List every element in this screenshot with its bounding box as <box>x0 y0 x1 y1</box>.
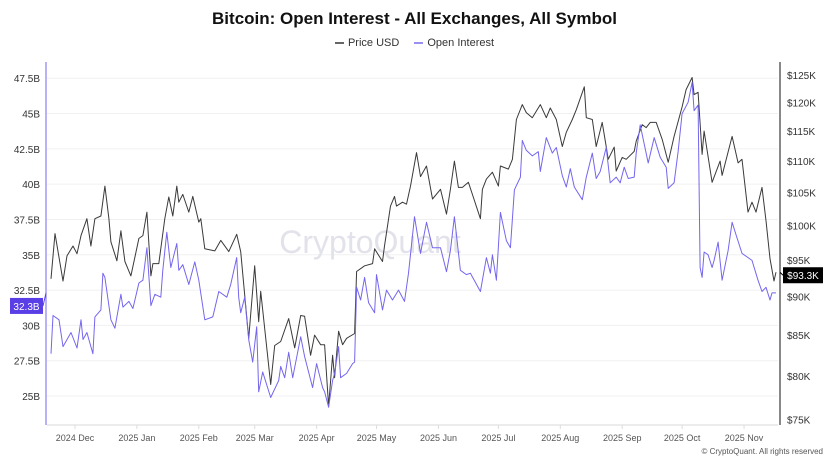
legend-item-open-interest[interactable]: Open Interest <box>414 37 494 49</box>
legend: Price USD Open Interest <box>0 37 829 49</box>
price-last-value-badge <box>783 267 823 284</box>
open-interest-last-value-label: 32.3B <box>13 302 39 313</box>
left-tick-label: 35B <box>22 251 40 262</box>
right-tick-label: $90K <box>787 293 811 304</box>
x-tick-label: 2025 Aug <box>541 433 579 443</box>
legend-label-price: Price USD <box>347 37 400 49</box>
right-tick-label: $105K <box>787 189 816 200</box>
x-tick-label: 2025 Jun <box>420 433 457 443</box>
x-tick-label: 2025 May <box>357 433 397 443</box>
right-tick-label: $75K <box>787 416 811 427</box>
legend-swatch-price <box>334 42 344 45</box>
right-tick-label: $80K <box>787 372 811 383</box>
x-tick-label: 2025 Nov <box>725 433 764 443</box>
left-tick-label: 47.5B <box>14 74 40 85</box>
x-tick-label: 2025 Apr <box>299 433 335 443</box>
x-tick-label: 2025 Mar <box>236 433 274 443</box>
right-tick-label: $120K <box>787 98 816 109</box>
legend-item-price[interactable]: Price USD <box>334 37 400 49</box>
x-tick-label: 2025 Oct <box>664 433 701 443</box>
open-interest-badge-pointer <box>42 292 47 307</box>
left-tick-label: 37.5B <box>14 215 40 226</box>
legend-label-open-interest: Open Interest <box>427 37 495 49</box>
left-tick-label: 40B <box>22 180 40 191</box>
copyright-footer: © CryptoQuant. All rights reserved <box>701 447 824 456</box>
right-tick-label: $100K <box>787 221 816 232</box>
x-tick-label: 2025 Jul <box>481 433 515 443</box>
legend-swatch-open-interest <box>414 42 424 45</box>
right-tick-label: $110K <box>787 157 816 168</box>
x-tick-label: 2025 Feb <box>180 433 218 443</box>
left-tick-label: 25B <box>22 392 40 403</box>
price-badge-pointer <box>779 271 784 276</box>
left-tick-label: 42.5B <box>14 145 40 156</box>
x-tick-label: 2025 Sep <box>603 433 642 443</box>
watermark: CryptoQuant <box>279 224 461 260</box>
right-tick-label: $85K <box>787 331 811 342</box>
price-line <box>50 77 777 407</box>
chart-title: Bitcoin: Open Interest - All Exchanges, … <box>212 9 617 28</box>
left-tick-label: 32.5B <box>14 286 40 297</box>
x-tick-label: 2025 Jan <box>118 433 155 443</box>
price-last-value-label: $93.3K <box>787 271 819 282</box>
right-tick-label: $115K <box>787 127 816 138</box>
open-interest-line <box>50 82 776 408</box>
left-tick-label: 27.5B <box>14 357 40 368</box>
open-interest-last-value-badge <box>10 297 43 314</box>
left-tick-label: 45B <box>22 110 40 121</box>
x-tick-label: 2024 Dec <box>56 433 95 443</box>
left-tick-label: 30B <box>22 321 40 332</box>
right-tick-label: $95K <box>787 256 811 267</box>
right-tick-label: $125K <box>787 71 816 82</box>
